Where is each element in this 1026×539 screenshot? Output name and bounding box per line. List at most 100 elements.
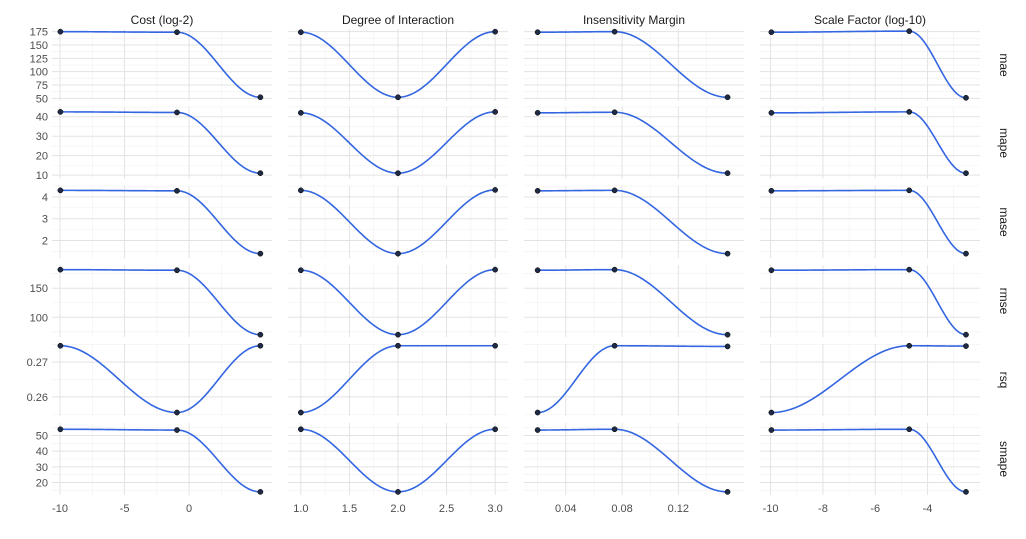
data-point-mape-3-2 [963,170,969,177]
y-tick-label-smape: 50 [36,431,48,443]
data-point-mae-1-1 [395,94,401,101]
strip-label-rmse: rmse [997,288,1011,315]
data-point-mape-3-0 [768,109,775,116]
data-point-rmse-3-1 [906,266,913,273]
x-tick-label-3: -6 [870,503,880,515]
data-point-mase-2-2 [724,250,731,257]
y-tick-label-mae: 150 [30,40,48,52]
y-tick-label-rmse: 100 [30,312,48,324]
data-point-rmse-0-0 [57,266,64,273]
data-point-smape-0-2 [257,489,264,495]
data-point-rsq-0-1 [174,409,180,416]
panel-mape-1 [288,106,508,179]
series-line-rsq-0 [60,344,261,414]
strip-label-mae: mae [997,53,1011,77]
panel-mae-0 [52,28,272,101]
panel-smape-3 [760,423,980,495]
series-line-mase-3 [771,189,967,255]
panel-mae-2 [524,28,744,101]
strip-label-mase: mase [997,207,1011,237]
series-line-mape-3 [771,111,967,174]
data-point-rsq-1-1 [395,342,401,349]
y-tick-label-rsq: 0.27 [27,357,48,369]
series-line-mase-0 [60,189,261,255]
data-point-mase-0-1 [174,187,180,194]
strip-title-0: Cost (log-2) [131,13,194,27]
data-point-mae-2-0 [534,29,541,36]
strip-title-1: Degree of Interaction [342,13,454,27]
data-point-rmse-0-1 [174,267,180,274]
panel-rmse-0 [52,265,272,338]
data-point-smape-3-2 [963,489,969,495]
panel-rsq-0 [52,342,272,416]
strip-title-3: Scale Factor (log-10) [814,13,926,27]
data-point-mae-0-2 [257,94,264,101]
data-point-smape-1-2 [492,426,498,433]
x-tick-label-1: 2.5 [439,503,454,515]
data-point-rmse-1-0 [298,267,304,274]
data-point-mape-2-0 [534,109,541,116]
data-point-rmse-2-0 [534,267,541,274]
panel-mase-2 [524,185,744,258]
y-tick-label-mae: 50 [36,93,48,105]
data-point-mape-1-1 [395,170,401,177]
data-point-mase-3-0 [768,187,775,194]
data-point-mape-1-2 [492,109,498,115]
x-tick-label-1: 2.0 [390,503,405,515]
panel-rmse-1 [288,265,508,338]
x-tick-label-0: 0 [186,503,192,515]
data-point-smape-1-1 [395,489,401,495]
data-point-mae-0-1 [174,29,180,36]
panel-rmse-2 [524,265,744,338]
data-point-mae-0-0 [57,28,64,35]
y-tick-label-mae: 125 [30,53,48,65]
y-tick-label-smape: 20 [36,477,48,489]
y-tick-label-smape: 40 [36,446,48,458]
data-point-mase-1-2 [492,187,498,193]
x-tick-label-3: -8 [818,503,828,515]
data-point-rmse-1-2 [492,266,498,273]
strip-label-mape: mape [997,128,1011,158]
data-point-smape-3-1 [906,426,913,433]
data-point-smape-1-0 [298,426,304,433]
panel-mase-3 [760,185,980,258]
y-tick-label-mape: 30 [36,131,48,143]
data-point-mae-1-0 [298,29,304,36]
panel-smape-0 [52,423,272,495]
data-point-rsq-1-2 [492,342,498,349]
x-tick-label-0: -10 [52,503,68,515]
panel-smape-1 [288,423,508,495]
data-point-mape-2-2 [724,170,731,177]
y-tick-label-mae: 175 [30,27,48,39]
data-point-mase-2-1 [611,187,618,194]
data-point-mase-1-0 [298,187,304,194]
data-point-rsq-3-1 [906,342,913,349]
panel-rsq-2 [524,342,744,416]
data-point-rsq-0-2 [257,342,264,349]
y-tick-label-mae: 100 [30,67,48,79]
data-point-smape-2-1 [611,426,618,433]
x-tick-label-2: 0.04 [555,503,576,515]
data-point-mae-3-1 [906,28,913,34]
y-tick-label-mae: 75 [36,80,48,92]
series-line-mae-3 [771,30,967,99]
data-point-mae-3-0 [768,29,775,36]
y-tick-label-mase: 2 [42,236,48,248]
data-point-rsq-3-2 [963,343,969,349]
data-point-rmse-0-2 [257,331,264,338]
data-point-rsq-0-0 [57,342,64,349]
x-tick-label-3: -10 [763,503,779,515]
series-line-mae-0 [60,30,261,99]
series-line-rsq-3 [771,344,966,414]
panel-mase-1 [288,185,508,258]
data-point-rsq-2-0 [534,409,541,416]
data-point-rmse-2-1 [611,266,618,273]
panel-rsq-1 [288,342,508,416]
data-point-mape-0-1 [174,109,180,116]
y-tick-label-mase: 3 [42,214,48,226]
data-point-mae-2-2 [724,94,731,101]
panel-mae-1 [288,28,508,101]
data-point-mase-0-2 [257,250,264,257]
panel-mape-3 [760,106,980,179]
